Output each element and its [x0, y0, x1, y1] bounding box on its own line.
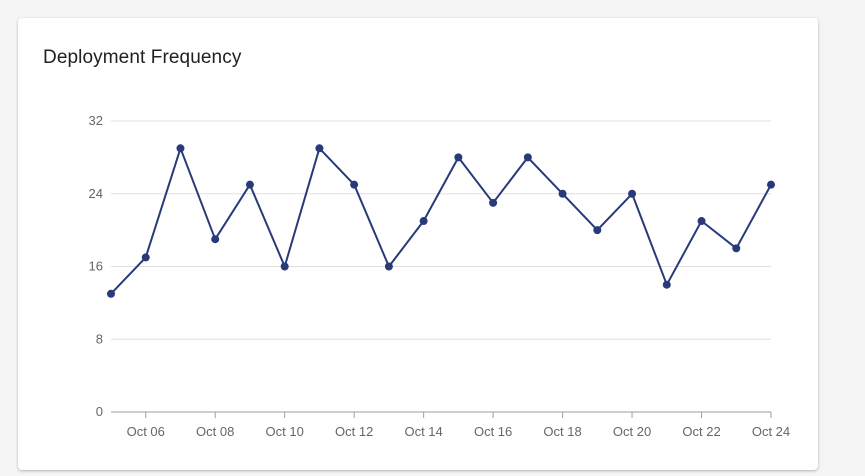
data-point: [176, 144, 185, 153]
data-point: [107, 289, 115, 298]
chart-card: Deployment Frequency: [18, 18, 818, 470]
x-tick-label: Oct 08: [196, 424, 234, 439]
y-tick-label-16: 16: [89, 259, 103, 274]
chart-title: Deployment Frequency: [43, 47, 242, 68]
x-tick-label: Oct 14: [404, 424, 442, 439]
data-point: [245, 180, 254, 189]
data-point: [523, 153, 532, 162]
x-tick-label: Oct 12: [335, 424, 373, 439]
data-point: [211, 235, 220, 244]
y-tick-label-8: 8: [96, 331, 103, 346]
x-tick-label: Oct 10: [266, 424, 304, 439]
x-tick-label: Oct 24: [752, 424, 790, 439]
data-point: [489, 198, 498, 207]
data-point: [141, 253, 150, 262]
data-point: [767, 180, 775, 189]
series-line: [110, 147, 772, 295]
data-point: [593, 226, 602, 235]
x-tick-label: Oct 22: [682, 424, 720, 439]
data-point: [732, 244, 741, 253]
data-point: [280, 262, 289, 271]
data-point: [350, 180, 359, 189]
data-point: [697, 217, 706, 226]
data-point: [315, 144, 324, 153]
data-point: [628, 189, 637, 198]
y-tick-label-24: 24: [89, 186, 103, 201]
x-tick-label: Oct 18: [543, 424, 581, 439]
y-tick-label-32: 32: [89, 113, 103, 128]
y-tick-label-0: 0: [96, 404, 103, 419]
data-point: [558, 189, 567, 198]
data-point: [662, 280, 671, 289]
data-point: [454, 153, 463, 162]
x-tick-label: Oct 20: [613, 424, 651, 439]
x-tick-label: Oct 16: [474, 424, 512, 439]
x-tick-label: Oct 06: [127, 424, 165, 439]
data-point: [419, 217, 428, 226]
data-point: [384, 262, 393, 271]
